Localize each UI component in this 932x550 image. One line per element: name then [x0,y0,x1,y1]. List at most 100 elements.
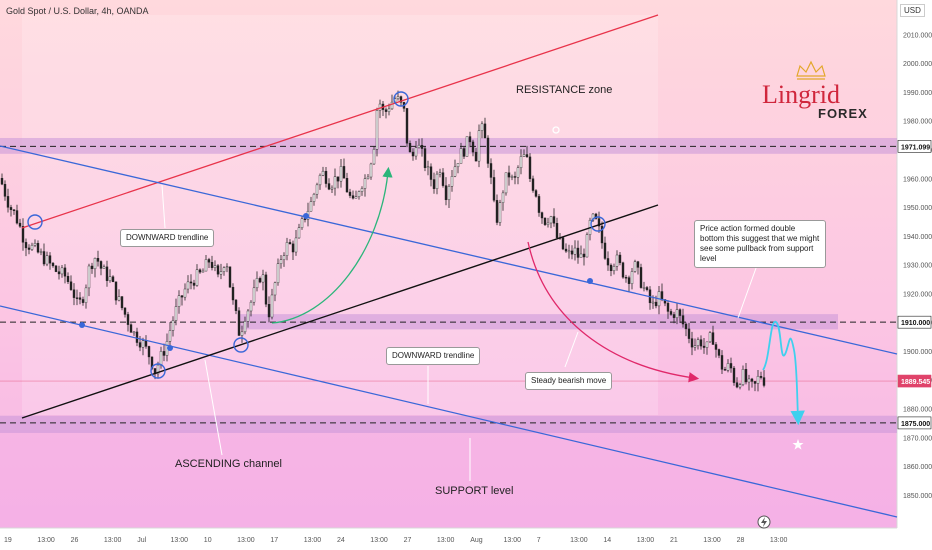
candle-body [237,310,241,336]
candle-body [81,299,85,303]
candle-body [759,375,763,378]
candle-body [603,242,607,259]
candle-body [273,282,277,296]
price-label-box [897,416,932,430]
candle-body [99,261,103,269]
candle-body [354,196,358,199]
candle-body [231,287,235,301]
ascending-channel-line [21,204,659,419]
price-label-box [897,315,932,329]
candle-body [12,209,16,211]
candle-body [342,166,346,179]
x-tick-label: 17 [270,537,278,544]
candle-body [585,234,589,258]
candle-body [225,266,229,268]
candle-body [660,291,664,300]
candle-body [630,271,634,284]
candle-body [555,223,559,238]
candle-body [537,196,541,213]
candle-body [705,341,709,348]
candle-body [405,108,409,144]
downward-trendline-callout-2: DOWNWARD trendline [386,347,481,365]
candle-body [543,217,547,225]
candle-body [57,271,61,275]
candle-body [144,340,148,347]
candle-body [642,287,646,289]
candle-body [261,274,265,283]
candle-body [720,355,724,370]
candle-body [348,191,352,196]
candle-body [72,289,76,298]
lower-shade [0,430,897,528]
candle-body [3,183,7,197]
candle-body [69,281,73,290]
x-tick-label: 27 [404,537,412,544]
candle-body [21,226,25,243]
candle-body [192,282,196,286]
candle-body [417,144,421,149]
candle-body [747,378,751,383]
candle-body [453,166,457,177]
currency-label[interactable]: USD [900,4,925,17]
candle-body [264,274,268,305]
candle-body [300,218,304,228]
candle-body [252,287,256,303]
candles [0,90,766,392]
candle-body [612,266,616,272]
candle-body [210,262,214,268]
candle-body [78,297,82,300]
downward-trendline-callout-1: DOWNWARD trendline [120,229,215,247]
candle-body [60,267,64,275]
candle-body [633,261,637,272]
candle-body [222,267,226,272]
candle-body [624,277,628,279]
candle-body [594,213,598,219]
channel-upper-line [0,145,898,355]
candle-body [258,278,262,283]
x-tick-label: 13:00 [637,537,655,544]
candle-body [117,296,121,301]
candle-body [414,147,418,157]
candle-body [732,367,736,383]
y-tick-label: 1870.000 [903,435,932,442]
candle-body [243,321,247,333]
y-tick-label: 1930.000 [903,263,932,270]
candle-body [138,342,142,348]
candle-body [675,309,679,318]
x-tick-label: 24 [337,537,345,544]
candle-body [207,259,211,263]
candle-body [540,212,544,219]
candle-body [219,271,223,275]
y-tick-label: 2010.000 [903,32,932,39]
candle-body [432,179,436,189]
candle-body [639,267,643,288]
candle-body [669,311,673,315]
candle-body [522,154,526,157]
candle-body [255,278,259,289]
candle-body [369,163,373,178]
candle-body [15,210,19,224]
candle-body [297,227,301,239]
candle-body [66,275,70,282]
x-tick-label: 13:00 [570,537,588,544]
symbol-title: Gold Spot / U.S. Dollar, 4h, OANDA [6,6,149,16]
candle-body [456,163,460,168]
candle-body [390,101,394,110]
candle-body [666,302,670,312]
candle-body [459,148,463,164]
y-tick-label: 1860.000 [903,464,932,471]
candle-body [51,262,55,267]
lightning-icon[interactable] [757,515,771,529]
x-tick-label: Jul [137,537,146,544]
candle-body [420,144,424,149]
candle-body [42,251,46,265]
double-bottom-callout: Price action formed double bottom this s… [694,220,826,268]
y-tick-label: 1980.000 [903,119,932,126]
candle-body [582,253,586,258]
candle-body [333,176,337,189]
candle-body [753,381,757,384]
time-axis-panel [0,528,932,550]
zone-mid [240,314,838,330]
